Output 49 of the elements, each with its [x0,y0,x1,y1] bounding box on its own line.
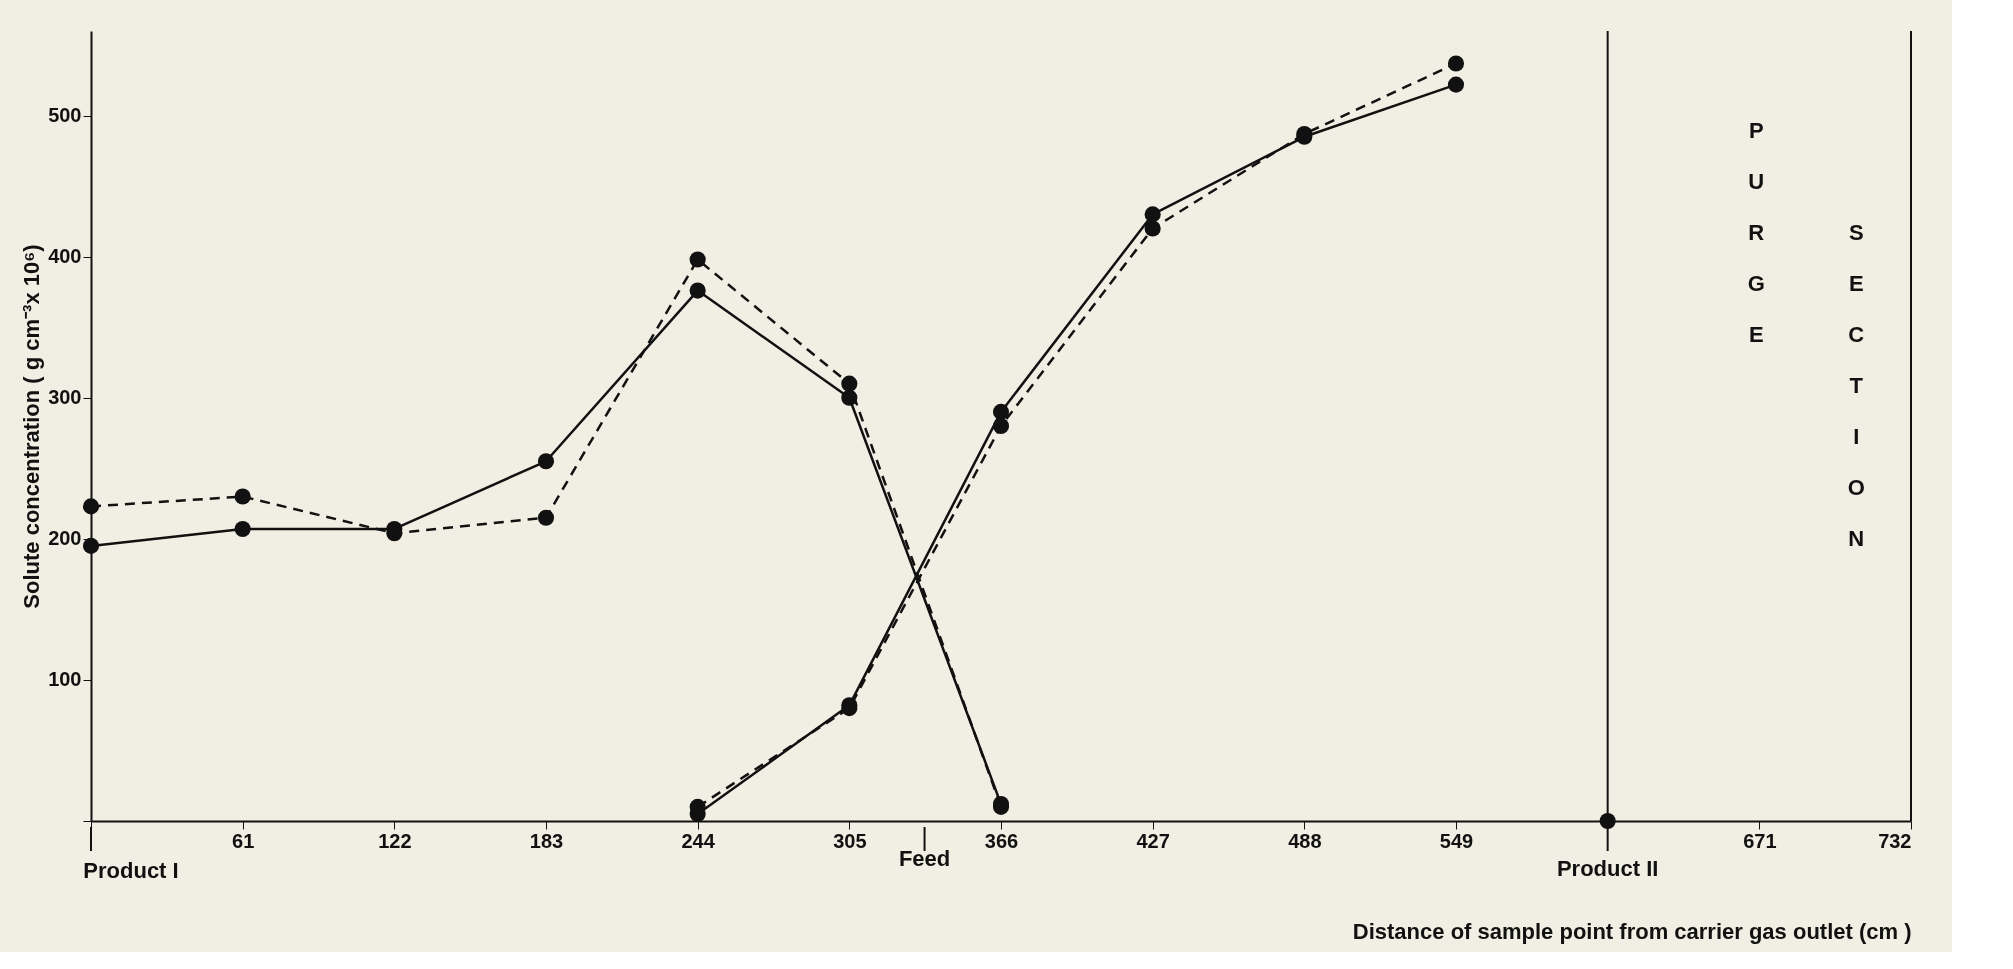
point [537,509,555,526]
point [234,520,251,538]
x-tick-label: 366 [984,829,1019,852]
x-tick-label: 671 [1743,829,1777,852]
annotation: O [1847,475,1865,500]
annotation: U [1748,169,1765,194]
annotation: E [1748,322,1764,347]
x-tick-label: 61 [232,829,255,852]
point [1447,76,1465,93]
ref-line-label: Product II [1556,856,1659,881]
point [992,417,1010,435]
x-tick-label: 305 [833,829,867,852]
x-tick-label: 549 [1439,829,1474,852]
annotation: P [1748,118,1764,143]
point [234,488,251,505]
point [82,498,100,515]
point [689,282,706,299]
annotation: I [1853,424,1860,449]
y-tick-label: 200 [48,527,82,550]
point [841,375,858,392]
y-tick-label: 100 [48,668,82,691]
y-tick-label: 300 [48,386,82,409]
x-tick-label: 488 [1288,829,1322,852]
annotation: R [1748,220,1765,245]
point [1447,55,1465,72]
x-tick-label: 122 [378,829,412,852]
x-tick-label: 427 [1136,829,1170,852]
y-axis-title: Solute concentration ( g cm⁻³x 10⁶) [19,244,45,609]
annotation: E [1848,271,1864,296]
annotation: T [1849,373,1864,398]
point [82,537,100,554]
point [1144,206,1161,223]
annotation: S [1848,220,1864,245]
point [1144,220,1161,237]
annotation: C [1848,322,1865,347]
y-tick-label: 500 [48,104,82,127]
x-tick-label: 244 [681,829,716,852]
text: Feed [898,846,951,871]
point [992,403,1010,420]
annotation: G [1747,271,1765,296]
point [689,251,706,268]
point [1599,812,1616,830]
y-tick-label: 400 [48,245,82,268]
annotation: N [1848,526,1865,551]
x-tick-label: 183 [529,829,564,852]
x-tick-label: 732 [1878,829,1912,852]
text: Product I [83,858,179,883]
x-axis-title: Distance of sample point from carrier gas outlet (cm ) [1352,918,1912,944]
point [537,453,555,470]
